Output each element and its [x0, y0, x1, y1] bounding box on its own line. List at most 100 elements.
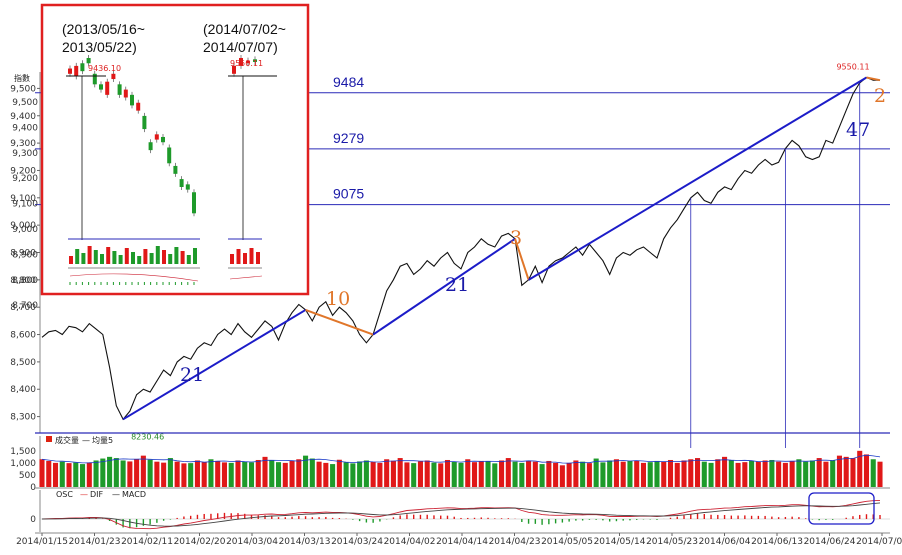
volume-bar: [424, 460, 430, 487]
inset-volume-bar: [180, 251, 185, 264]
volume-bar: [843, 456, 849, 487]
volume-bar: [573, 460, 579, 487]
volume-bar: [728, 460, 734, 487]
volume-bar: [850, 458, 856, 487]
volume-bar: [52, 462, 59, 487]
volume-bar: [161, 462, 167, 487]
volume-bar: [647, 462, 653, 487]
volume-legend-swatch: [46, 436, 52, 442]
x-tick-label: 2014/04/02: [384, 537, 436, 547]
inset-panel: 指數9,5009,4009,3009,2009,1009,0008,9008,8…: [12, 3, 310, 311]
inset-candle-body: [111, 73, 116, 80]
inset-candle-body: [167, 147, 172, 164]
inset-candle-body: [239, 58, 243, 66]
trend-line-down: [305, 308, 374, 336]
inset-candle-body: [99, 84, 103, 90]
inset-candle-body: [142, 115, 147, 130]
inset-tick-label: 9,200: [12, 174, 38, 184]
x-tick-label: 2014/05/14: [594, 537, 646, 547]
volume-bar: [303, 455, 309, 487]
macd-legend-separator: —: [112, 490, 120, 499]
volume-bar: [661, 461, 667, 487]
volume-bar: [107, 456, 113, 487]
inset-macd-line: [229, 275, 263, 280]
volume-bar: [444, 459, 451, 487]
price-tick-label: 8,700: [10, 303, 36, 313]
volume-bar: [715, 459, 721, 487]
volume-tick-label: 500: [19, 471, 36, 481]
volume-bar: [776, 461, 782, 487]
price-tick-label: 9,100: [10, 194, 36, 204]
volume-bar: [370, 461, 376, 487]
volume-bar: [363, 460, 369, 487]
count-annotation: 3: [510, 227, 522, 249]
volume-bar: [228, 462, 234, 487]
macd-legend-separator: —: [80, 490, 88, 499]
volume-bar: [181, 463, 187, 487]
x-tick-label: 2014/04/14: [436, 537, 488, 547]
volume-bar: [154, 461, 160, 487]
volume-bar: [782, 462, 788, 487]
volume-bar: [201, 462, 207, 487]
volume-bar: [654, 460, 660, 487]
volume-bar: [80, 464, 86, 487]
volume-bar: [113, 458, 119, 487]
x-tick-label: 2014/06/24: [804, 537, 856, 547]
volume-bar: [613, 459, 619, 487]
volume-bar: [390, 460, 396, 487]
inset-volume-bar: [112, 251, 117, 264]
trend-line-down: [866, 76, 881, 82]
volume-bar: [100, 458, 106, 487]
volume-bar: [316, 461, 322, 487]
volume-bar: [451, 461, 457, 487]
inset-volume-bar: [124, 248, 129, 264]
volume-bar: [357, 461, 363, 487]
volume-bar: [769, 459, 775, 487]
volume-bar: [600, 462, 606, 487]
inset-volume-bar: [93, 250, 98, 264]
volume-bar: [140, 455, 146, 487]
volume-bar: [546, 460, 552, 487]
price-tick-label: 9,400: [10, 112, 36, 122]
x-tick-label: 2014/07/03: [856, 537, 902, 547]
inset-volume-bar: [155, 246, 160, 264]
volume-bar: [870, 459, 876, 487]
inset-volume-bar: [174, 247, 179, 264]
inset-candle-body: [253, 59, 257, 62]
inset-date-label: 2014/07/07): [203, 39, 278, 55]
max-price-label: 9550.11: [836, 62, 869, 71]
inset-volume-bar: [118, 255, 123, 264]
trend-line-down: [514, 238, 530, 281]
inset-candle-body: [68, 68, 72, 74]
volume-bar: [438, 463, 444, 487]
volume-bar: [701, 461, 707, 487]
inset-volume-bar: [137, 256, 142, 264]
volume-bar: [667, 459, 674, 487]
inset-candle-body: [92, 73, 97, 85]
inset-volume-bar: [243, 253, 247, 264]
x-tick-label: 2014/01/23: [69, 537, 121, 547]
macd-signal-line: [41, 502, 881, 527]
volume-bar: [485, 461, 491, 487]
volume-bar: [377, 462, 383, 487]
volume-bar: [749, 460, 755, 487]
volume-bar: [336, 459, 342, 487]
volume-bar: [275, 462, 282, 487]
volume-bar: [674, 462, 680, 487]
price-tick-label: 8,500: [10, 358, 36, 368]
volume-bar: [539, 464, 545, 487]
volume-bar: [627, 460, 633, 487]
count-annotation: 21: [180, 364, 204, 386]
volume-bar: [681, 460, 687, 487]
inset-candle-body: [130, 94, 134, 106]
inset-candle-body: [161, 136, 165, 143]
macd-zero-label: 0: [30, 515, 36, 525]
x-tick-label: 2014/06/13: [751, 537, 803, 547]
volume-bar: [59, 461, 65, 487]
inset-date-label: (2014/07/02~: [203, 21, 286, 37]
price-tick-label: 9,300: [10, 139, 36, 149]
x-tick-label: 2014/03/04: [226, 537, 278, 547]
price-tick-label: 9,500: [10, 84, 36, 94]
x-tick-label: 2014/06/04: [699, 537, 751, 547]
volume-bar: [255, 459, 261, 487]
